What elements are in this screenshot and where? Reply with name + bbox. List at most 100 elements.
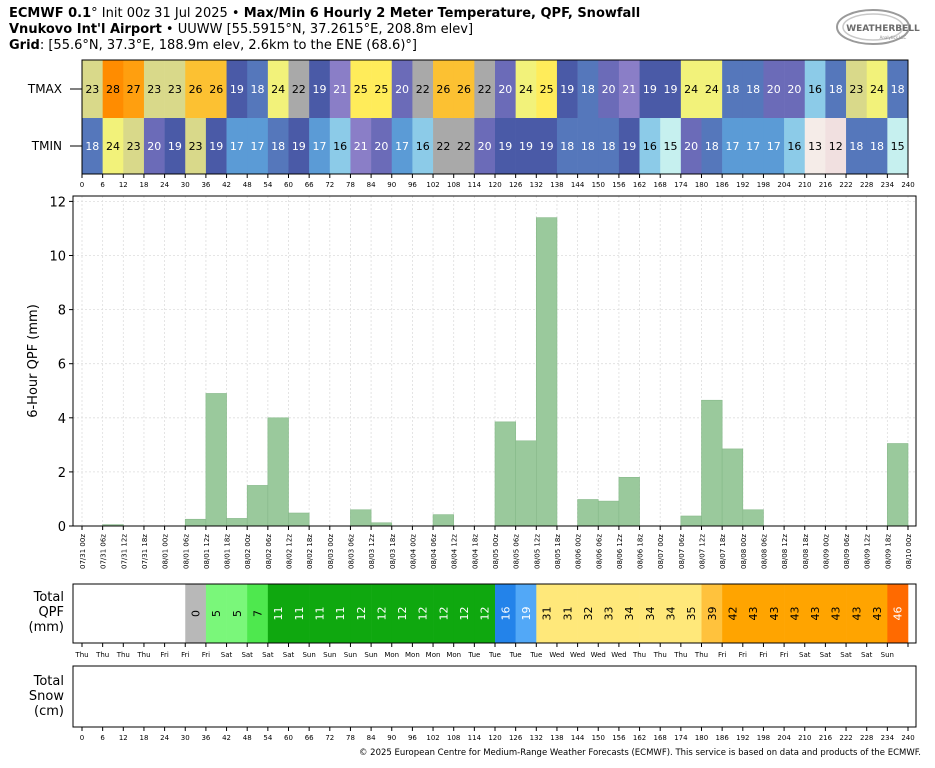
weekday-tick-label: Sat [840,651,852,659]
tmin-value: 22 [436,140,450,153]
hour-tick-label: 30 [181,181,190,189]
qpf-bar [494,421,516,527]
hour-tick-label: 222 [839,181,852,189]
tmin-cell [515,118,537,174]
tmin-cell [309,118,331,174]
tmax-value: 22 [416,83,430,96]
hour-tick-label: 60 [284,181,293,189]
qpf-bar [701,399,723,527]
tmin-cell [866,118,888,174]
snow-hour-tick-label: 96 [408,734,417,742]
tmin-cell [247,118,269,174]
date-tick-label: 08/01 18z [224,534,232,569]
qpf-ytick-label: 0 [58,520,66,535]
total-qpf-cell [887,584,909,643]
tmax-value: 18 [891,83,905,96]
tmin-cell [185,118,207,174]
tmax-value: 25 [354,83,368,96]
tmax-value: 25 [374,83,388,96]
tmax-cell [866,60,888,118]
tmin-value: 18 [271,140,285,153]
total-qpf-value: 19 [520,607,533,621]
total-qpf-cell [763,584,785,643]
tmin-value: 24 [106,140,120,153]
tmin-cell [701,118,723,174]
date-tick-label: 07/31 18z [141,534,149,569]
total-qpf-cell [825,584,847,643]
hour-tick-label: 216 [819,181,833,189]
total-qpf-value: 11 [334,607,347,621]
total-qpf-cell [350,584,372,643]
copyright-notice: © 2025 European Centre for Medium-Range … [358,748,921,758]
total-qpf-cell [846,584,867,643]
hour-tick-label: 126 [509,181,523,189]
snow-hour-tick-label: 192 [736,734,749,742]
total-snow-ylabel: Total [33,674,64,689]
model-name: ECMWF 0.1 [9,6,92,21]
total-qpf-value: 39 [706,607,719,621]
tmin-cell [267,118,289,174]
tmax-cell [825,60,847,118]
hour-tick-label: 234 [881,181,895,189]
total-qpf-cell [412,584,434,643]
total-qpf-cell [866,584,888,643]
weekday-tick-label: Wed [611,651,626,659]
tmax-cell [577,60,599,118]
snow-hour-tick-label: 0 [80,734,84,742]
date-tick-label: 08/04 00z [409,534,417,569]
snow-hour-tick-label: 216 [819,734,833,742]
snow-hour-tick-label: 12 [119,734,128,742]
tmax-cell [205,60,227,118]
total-snow-ylabel: (cm) [34,704,64,719]
tmax-value: 19 [230,83,244,96]
tmin-value: 22 [457,140,471,153]
chart-title: Max/Min 6 Hourly 2 Meter Temperature, QP… [243,6,641,21]
qpf-bar [350,509,372,527]
total-qpf-value: 12 [355,607,368,621]
date-tick-label: 08/02 06z [265,534,273,569]
total-qpf-cell [784,584,806,643]
tmin-cell [742,118,764,174]
tmin-cell [102,118,124,174]
weekday-tick-label: Thu [116,651,130,659]
total-qpf-cell [433,584,454,643]
qpf-plot-area [73,196,916,526]
snow-hour-tick-label: 126 [509,734,523,742]
weekday-tick-label: Thu [694,651,708,659]
tmin-value: 18 [705,140,719,153]
total-qpf-cell [701,584,723,643]
hour-tick-label: 228 [860,181,873,189]
snow-hour-tick-label: 24 [160,734,169,742]
total-qpf-ylabel: Total [33,590,64,605]
qpf-bar [226,518,248,527]
station-line: Vnukovo Int'l Airport • UUWW [55.5915°N,… [9,22,473,38]
qpf-chart: 0 2 4 6 8 10 12 6-Hour QPF (mm) 07/31 00z 07/31 0… [26,195,917,569]
date-tick-label: 08/07 18z [719,534,727,569]
total-qpf-strip: 0 5 5 7 11 11 11 11 12 12 12 12 12 12 12 16 19 31 31 32 33 34… [29,583,917,659]
tmin-cell [288,118,310,174]
total-qpf-cell [639,584,661,643]
qpf-ytick-label: 6 [58,358,66,373]
tmin-value: 19 [168,140,182,153]
snow-hour-tick-label: 120 [488,734,501,742]
total-qpf-cell [577,584,599,643]
hour-tick-label: 240 [901,181,914,189]
tmin-value: 15 [891,140,905,153]
total-qpf-value: 12 [396,607,409,621]
tmin-value: 19 [292,140,306,153]
date-tick-label: 08/10 00z [905,534,913,569]
tmax-cell [164,60,186,118]
date-tick-label: 08/03 00z [327,534,335,569]
total-qpf-value: 7 [252,610,265,617]
tmin-cell [82,118,103,174]
total-qpf-cell [742,584,764,643]
hour-tick-label: 174 [674,181,688,189]
tmin-cell [887,118,909,174]
date-tick-label: 08/01 00z [162,534,170,569]
tmin-cell [556,118,578,174]
total-qpf-cell [247,584,269,643]
tmax-value: 24 [519,83,533,96]
total-qpf-value: 35 [685,607,698,621]
weekday-tick-label: Sun [323,651,336,659]
total-qpf-cell [495,584,516,643]
